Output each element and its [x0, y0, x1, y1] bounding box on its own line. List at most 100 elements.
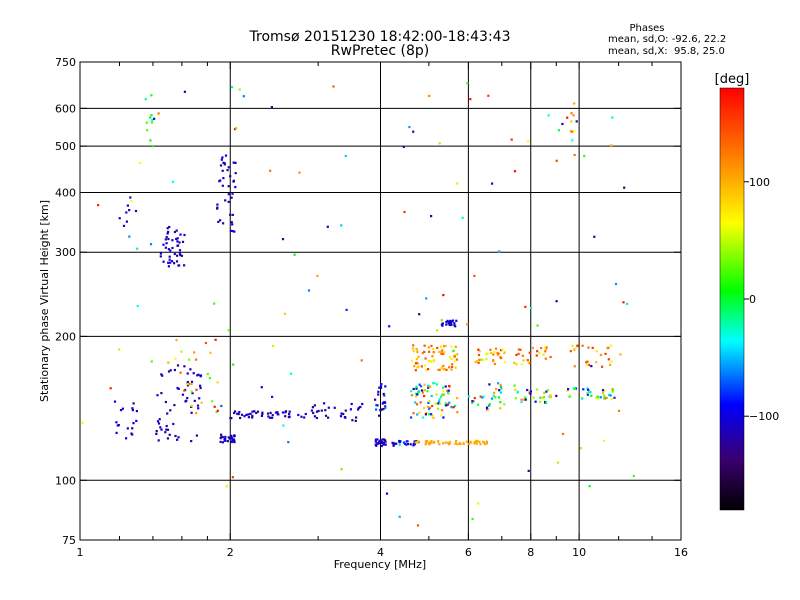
data-point — [415, 395, 418, 398]
data-point — [324, 409, 327, 412]
data-point — [413, 443, 416, 446]
data-point — [164, 238, 167, 241]
data-point — [300, 415, 303, 418]
data-point — [274, 411, 278, 414]
data-point — [166, 412, 169, 415]
data-point — [125, 211, 128, 214]
data-point — [131, 407, 134, 410]
data-point — [432, 360, 435, 363]
data-point — [249, 412, 252, 415]
data-point — [307, 289, 311, 292]
data-point — [422, 406, 426, 409]
data-point — [424, 443, 427, 446]
data-point — [190, 411, 193, 414]
data-point — [538, 352, 541, 355]
data-point — [208, 377, 211, 380]
data-point — [173, 252, 176, 256]
data-point — [169, 249, 172, 252]
data-point — [548, 395, 551, 398]
data-point — [146, 129, 149, 132]
data-point — [573, 348, 576, 351]
data-point — [229, 416, 232, 420]
data-point — [219, 219, 222, 222]
data-point — [195, 388, 198, 391]
data-point — [484, 443, 487, 446]
data-point — [267, 415, 270, 418]
data-point — [601, 389, 605, 392]
data-point — [251, 410, 254, 413]
data-point — [375, 408, 378, 411]
data-point — [155, 432, 158, 435]
data-point — [271, 344, 275, 348]
data-point — [199, 384, 202, 387]
data-point — [349, 408, 352, 411]
x-tick-label: 2 — [227, 546, 234, 559]
data-point — [503, 361, 506, 364]
data-point — [165, 428, 168, 431]
data-point — [492, 360, 495, 363]
data-point — [177, 387, 180, 390]
data-point — [570, 130, 573, 133]
data-point — [412, 130, 415, 133]
data-point — [410, 394, 414, 397]
data-point — [447, 442, 450, 445]
data-point — [517, 348, 520, 351]
data-point — [482, 395, 485, 398]
data-point — [376, 404, 379, 407]
data-point — [175, 260, 179, 263]
data-point — [536, 388, 539, 391]
data-point — [360, 359, 363, 362]
data-point — [497, 382, 500, 385]
data-point — [485, 352, 488, 355]
data-point — [384, 385, 387, 388]
data-point — [430, 394, 433, 398]
data-point — [153, 117, 156, 120]
data-point — [229, 175, 232, 178]
data-point — [444, 345, 447, 348]
data-point — [419, 401, 422, 404]
data-point — [416, 413, 419, 416]
data-point — [589, 391, 592, 394]
data-point — [97, 204, 100, 207]
data-point — [229, 434, 233, 437]
data-point — [520, 398, 523, 401]
data-point — [173, 230, 176, 234]
x-tick-label: 1 — [77, 546, 84, 559]
y-tick-label: 75 — [62, 534, 76, 547]
data-point — [412, 344, 415, 347]
data-point — [224, 199, 227, 202]
data-point — [167, 265, 170, 268]
data-point — [448, 323, 451, 327]
data-point — [437, 439, 440, 443]
data-point — [452, 406, 455, 409]
data-point — [414, 369, 417, 372]
data-point — [527, 469, 530, 472]
data-point — [581, 397, 584, 400]
data-point — [281, 238, 285, 241]
data-point — [211, 400, 214, 403]
data-point — [443, 345, 446, 348]
data-point — [222, 177, 225, 180]
data-point — [432, 416, 435, 420]
data-point — [474, 439, 477, 443]
data-point — [165, 242, 168, 245]
data-point — [527, 361, 530, 364]
data-point — [405, 443, 408, 446]
x-tick-label: 16 — [674, 546, 688, 559]
data-point — [477, 403, 480, 406]
data-point — [186, 381, 189, 384]
data-point — [355, 416, 358, 419]
data-point — [218, 180, 221, 183]
data-point — [489, 348, 492, 351]
data-point — [587, 388, 590, 391]
data-point — [608, 393, 611, 397]
data-point — [240, 413, 244, 416]
data-point — [234, 172, 237, 175]
data-point — [585, 361, 588, 364]
data-point — [230, 436, 233, 439]
data-point — [495, 388, 498, 391]
data-point — [604, 352, 607, 355]
data-point — [436, 346, 439, 349]
data-point — [424, 364, 427, 367]
data-point — [498, 250, 501, 253]
